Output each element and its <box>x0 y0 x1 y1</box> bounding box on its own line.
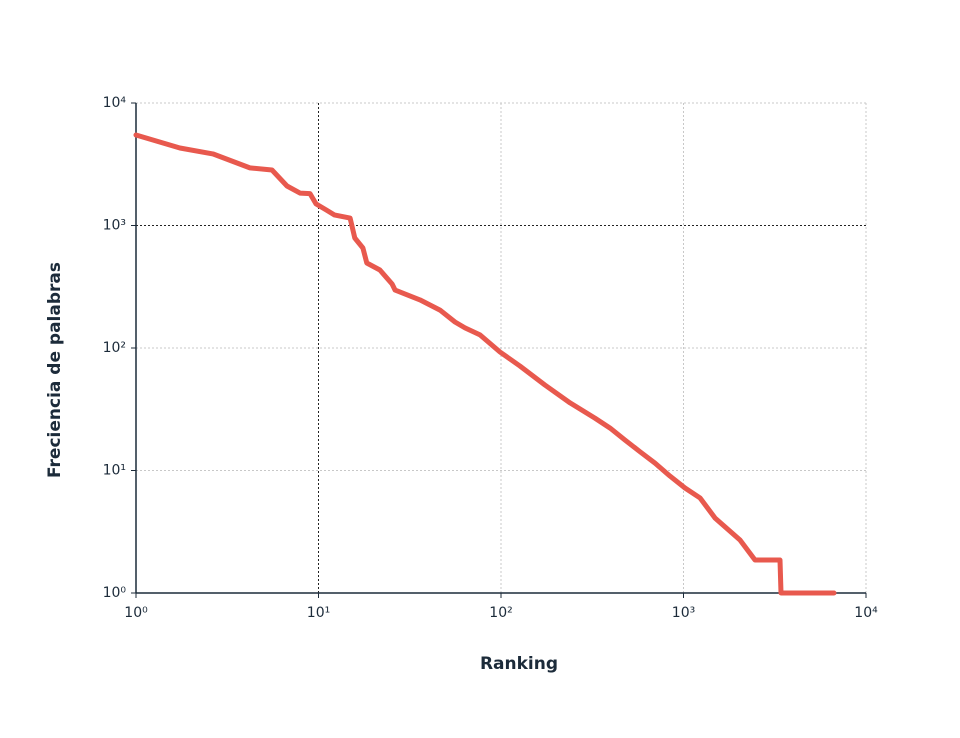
y-tick-label: 10⁴ <box>103 95 127 111</box>
y-tick-label: 10⁰ <box>103 585 127 601</box>
x-tick-label: 10⁰ <box>124 605 148 621</box>
x-tick-label: 10¹ <box>307 605 330 621</box>
y-tick-label: 10¹ <box>103 463 126 479</box>
y-axis-label: Freciencia de palabras <box>45 262 65 478</box>
y-tick-label: 10³ <box>103 218 126 234</box>
x-tick-label: 10³ <box>672 605 695 621</box>
x-axis-label: Ranking <box>480 654 558 674</box>
x-tick-label: 10⁴ <box>854 605 878 621</box>
y-tick-label: 10² <box>103 340 126 356</box>
x-tick-label: 10² <box>489 605 512 621</box>
data-line <box>133 132 837 596</box>
